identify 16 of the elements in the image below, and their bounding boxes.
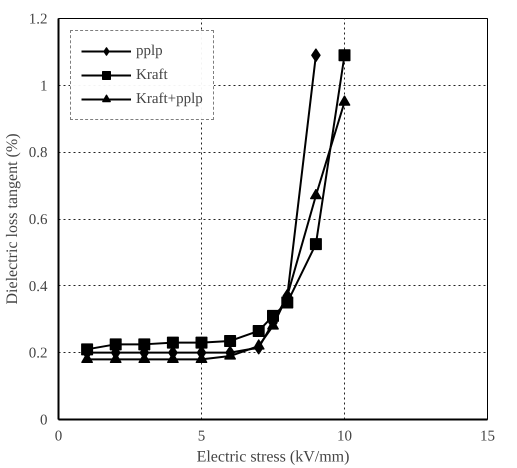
y-tick-label: 0.2: [28, 346, 48, 362]
y-tick-label: 0.8: [28, 145, 48, 162]
legend-label: Kraft+pplp: [136, 90, 203, 108]
y-tick-label: 0.4: [28, 278, 48, 295]
y-tick-label: 1.2: [28, 12, 48, 28]
x-tick-label: 0: [54, 428, 62, 444]
y-tick-label: 0: [40, 412, 48, 428]
y-axis-title: Dielectric loss tangent (%): [4, 133, 21, 305]
y-tick-label: 0.6: [28, 212, 48, 228]
x-tick-label: 5: [198, 428, 206, 444]
x-axis-title: Electric stress (kV/mm): [196, 448, 350, 466]
legend-label: pplp: [136, 42, 163, 60]
x-tick-label: 15: [480, 428, 495, 444]
y-tick-label: 1: [40, 78, 48, 94]
x-tick-label: 10: [337, 428, 352, 444]
legend-label: Kraft: [136, 66, 168, 84]
